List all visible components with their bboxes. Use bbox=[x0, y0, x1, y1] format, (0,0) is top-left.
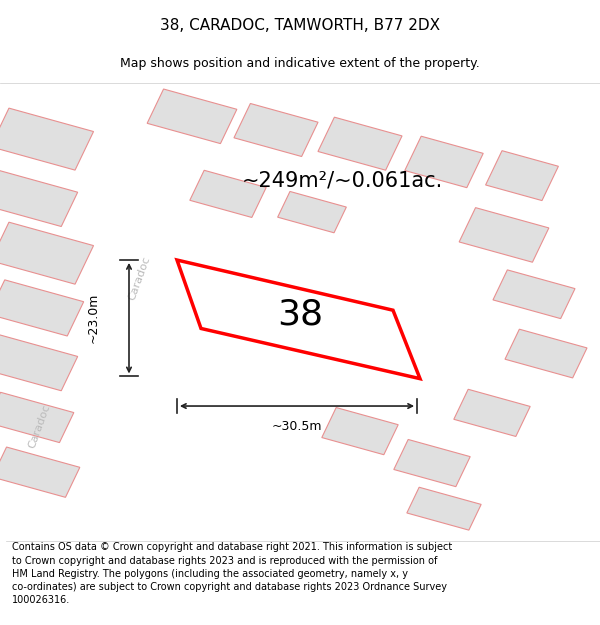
Polygon shape bbox=[322, 408, 398, 455]
Polygon shape bbox=[0, 280, 83, 336]
Polygon shape bbox=[407, 488, 481, 530]
Text: Caradoc: Caradoc bbox=[26, 403, 52, 450]
Polygon shape bbox=[177, 260, 420, 379]
Text: ~30.5m: ~30.5m bbox=[272, 420, 322, 433]
Polygon shape bbox=[234, 104, 318, 156]
Text: ~23.0m: ~23.0m bbox=[86, 292, 100, 343]
Polygon shape bbox=[454, 389, 530, 436]
Polygon shape bbox=[0, 334, 77, 391]
Text: Contains OS data © Crown copyright and database right 2021. This information is : Contains OS data © Crown copyright and d… bbox=[12, 542, 452, 605]
Polygon shape bbox=[0, 447, 80, 498]
Polygon shape bbox=[493, 270, 575, 319]
Polygon shape bbox=[0, 222, 94, 284]
Polygon shape bbox=[459, 208, 549, 262]
Polygon shape bbox=[190, 170, 266, 217]
Polygon shape bbox=[0, 392, 74, 442]
Text: Caradoc: Caradoc bbox=[127, 255, 152, 302]
Text: 38, CARADOC, TAMWORTH, B77 2DX: 38, CARADOC, TAMWORTH, B77 2DX bbox=[160, 18, 440, 32]
Polygon shape bbox=[278, 191, 346, 232]
Polygon shape bbox=[394, 439, 470, 487]
Polygon shape bbox=[505, 329, 587, 378]
Text: Map shows position and indicative extent of the property.: Map shows position and indicative extent… bbox=[120, 57, 480, 70]
Polygon shape bbox=[318, 117, 402, 170]
Text: ~249m²/~0.061ac.: ~249m²/~0.061ac. bbox=[241, 170, 443, 190]
Polygon shape bbox=[0, 171, 77, 226]
Text: 38: 38 bbox=[277, 298, 323, 332]
Polygon shape bbox=[485, 151, 559, 201]
Polygon shape bbox=[405, 136, 483, 188]
Polygon shape bbox=[0, 108, 94, 170]
Polygon shape bbox=[147, 89, 237, 144]
